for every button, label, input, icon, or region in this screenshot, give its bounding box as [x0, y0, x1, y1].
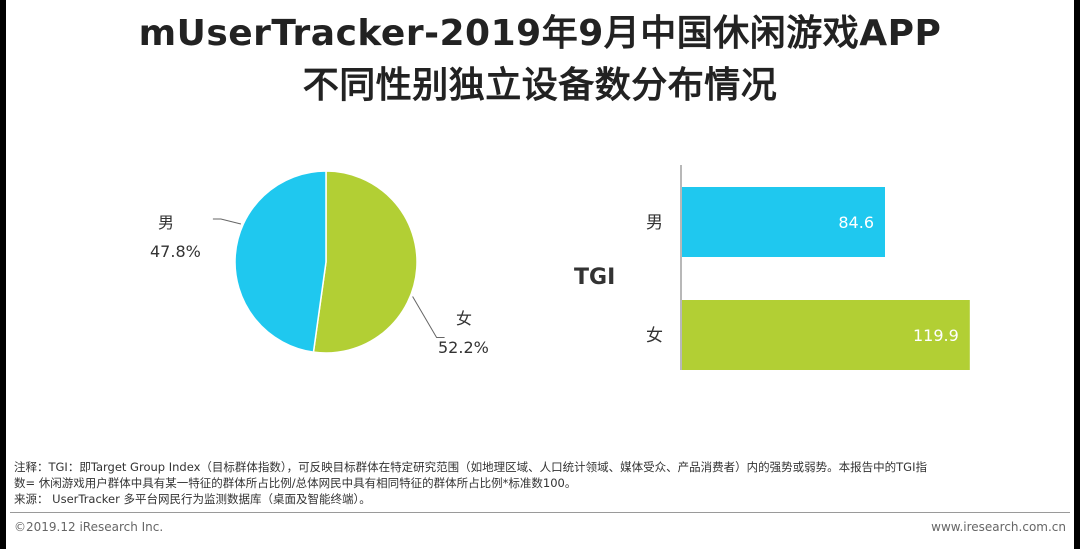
- bar-category-label: 男: [646, 213, 663, 233]
- pie-label-female: 女: [456, 309, 472, 328]
- pie-value-male: 47.8%: [150, 242, 201, 261]
- chart-title-line1: mUserTracker-2019年9月中国休闲游戏APP: [138, 13, 942, 54]
- pie-label-male: 男: [158, 213, 174, 232]
- report-slide: mUserTracker-2019年9月中国休闲游戏APP 不同性别独立设备数分…: [6, 0, 1074, 549]
- website-url: www.iresearch.com.cn: [931, 520, 1066, 534]
- tgi-bar-chart: TGI 男 84.6 女 119.9: [574, 165, 970, 370]
- source-note: 来源： UserTracker 多平台网民行为监测数据库（桌面及智能终端）。: [14, 492, 371, 506]
- bar-category-label: 女: [646, 326, 663, 346]
- bar-value-label: 84.6: [838, 213, 874, 232]
- gender-pie-chart: 男 47.8% 女 52.2%: [150, 170, 489, 357]
- bar-value-label: 119.9: [913, 326, 959, 345]
- pie-labels: 男 47.8% 女 52.2%: [150, 213, 489, 357]
- pie-slices: [234, 170, 418, 354]
- note-line-2: 数= 休闲游戏用户群体中具有某一特征的群体所占比例/总体网民中具有相同特征的群体…: [14, 476, 577, 490]
- tgi-bar-female: [682, 300, 970, 370]
- pie-slice-male: [234, 170, 327, 353]
- pie-slice-female: [312, 170, 418, 354]
- footer-divider: [10, 512, 1070, 513]
- pie-leader-line-female: [412, 296, 445, 338]
- pie-value-female: 52.2%: [438, 338, 489, 357]
- note-line-1: 注释：TGI：即Target Group Index（目标群体指数），可反映目标…: [14, 460, 927, 474]
- tgi-bar-male: [682, 187, 885, 257]
- tgi-axis-label: TGI: [574, 265, 615, 290]
- pie-leader-line-male: [212, 218, 242, 225]
- chart-title-line2: 不同性别独立设备数分布情况: [302, 65, 778, 106]
- copyright-text: ©2019.12 iResearch Inc.: [14, 520, 164, 534]
- bar-group: TGI 男 84.6 女 119.9: [574, 165, 970, 370]
